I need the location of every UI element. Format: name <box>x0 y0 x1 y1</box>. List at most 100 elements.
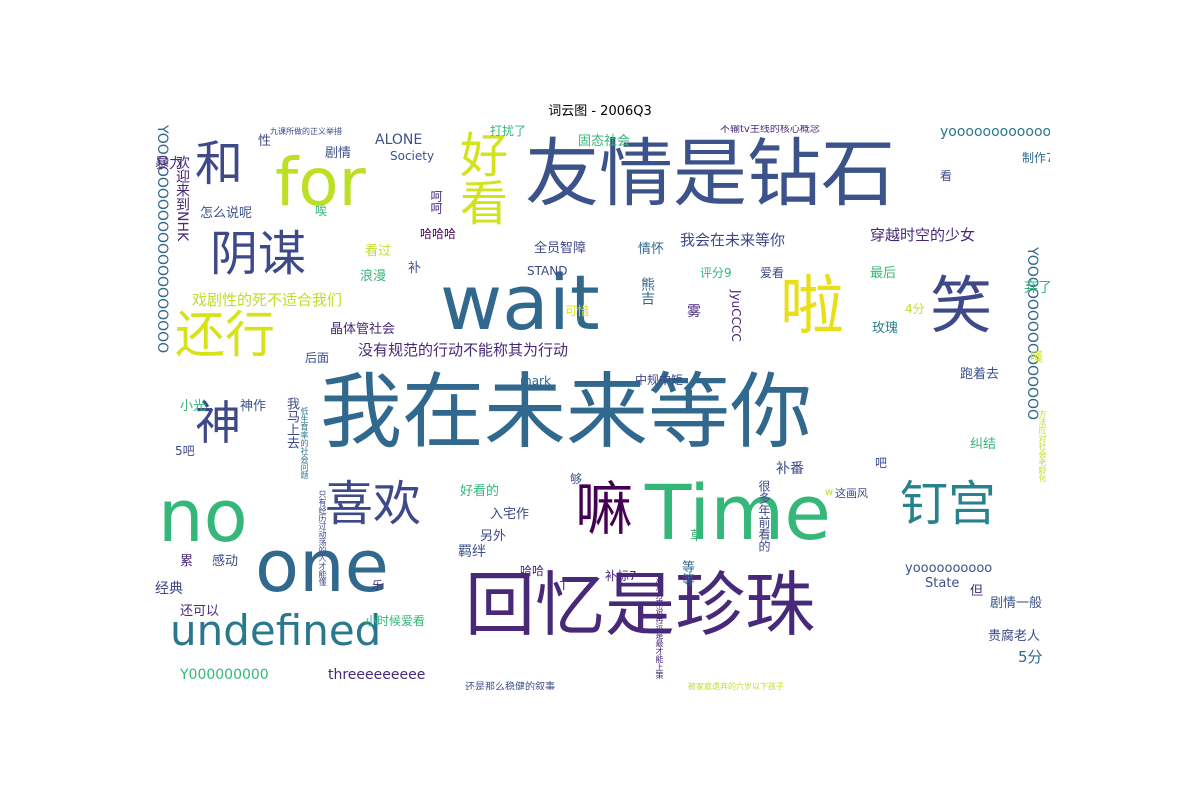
word-49: 全员智障 <box>534 241 587 256</box>
word-58: 熊吉 <box>639 277 655 305</box>
word-22: 戏剧性的死不适合我们 <box>192 291 343 309</box>
word-83: 入宅作 <box>490 507 530 522</box>
word-88: 累 <box>180 554 194 569</box>
word-47: 哈哈哈 <box>420 227 457 241</box>
word-65: 后面 <box>305 351 330 365</box>
word-48: 看过 <box>365 244 392 259</box>
word-60: 雾 <box>687 304 701 320</box>
word-40: 九课所做的正义举措 <box>270 127 342 136</box>
word-55: 爱看 <box>760 266 785 280</box>
word-61: JyuCCCC <box>729 290 743 342</box>
word-44: 看 <box>940 169 953 183</box>
word-90: 哈哈 <box>520 564 545 578</box>
word-52: 浪漫 <box>360 269 387 284</box>
chart-title: 词云图 - 2006Q3 <box>548 104 652 119</box>
word-43: 制作7 <box>1022 151 1050 165</box>
word-85: 羁绊 <box>458 544 486 560</box>
word-4: 回忆是珍珠 <box>465 564 815 646</box>
word-54: 评分9 <box>700 266 732 280</box>
word-106: 被家庭遗弃的六岁以下孩子 <box>688 682 784 691</box>
word-95: 补标7 <box>605 569 637 583</box>
word-100: 还可以 <box>180 604 220 619</box>
word-62: 4分 <box>905 302 925 316</box>
word-45: 唉 <box>315 204 328 218</box>
word-80: 补番 <box>776 461 804 477</box>
word-77: 纠结 <box>970 437 997 452</box>
word-42: 怎么说呢 <box>200 206 253 221</box>
word-73: 低生育率的社会问题 <box>300 407 309 479</box>
word-71: 神作 <box>240 399 267 414</box>
word-78: 好看的 <box>460 484 500 499</box>
word-56: 最后 <box>870 266 897 281</box>
word-20: 我会在未来等你 <box>680 231 786 249</box>
word-50: 情怀 <box>638 242 665 257</box>
word-81: 这画风 <box>835 487 868 500</box>
word-35: ALONE <box>375 132 423 148</box>
word-87: 只有经历过动荡的人才能懂 <box>318 490 327 586</box>
word-17: 神 <box>195 396 241 450</box>
word-37: 固态社会 <box>578 134 631 149</box>
word-101: 小时候爱看 <box>365 614 426 628</box>
word-46: 呵呵 <box>429 190 443 214</box>
word-5: one <box>255 524 389 608</box>
word-96: 等等 <box>679 560 694 586</box>
word-53: STAND <box>527 264 568 278</box>
word-2: wait <box>440 258 600 347</box>
word-25: YOOOOOOOOOOOOOOO <box>1024 247 1040 421</box>
word-69: 中规中矩 <box>635 373 684 387</box>
word-94: 乐 <box>372 579 383 592</box>
word-103: 贵腐老人 <box>988 629 1041 644</box>
word-16: 阴谋 <box>210 226 307 282</box>
word-36: Society <box>390 149 435 163</box>
word-64: 玫瑰 <box>872 321 899 336</box>
word-84: 另外 <box>480 529 507 544</box>
word-1: 友情是钻石 <box>525 131 895 217</box>
word-82: w <box>825 487 834 498</box>
word-0: 我在未来等你 <box>320 365 813 460</box>
word-8: 啦 <box>780 270 844 344</box>
word-102: 对双方来说再远是最才能上策 <box>655 575 664 679</box>
word-11: 喜欢 <box>325 476 422 532</box>
word-66: 嘆 <box>1027 350 1042 363</box>
word-93: T <box>560 579 568 593</box>
word-86: 很多年前看的 <box>757 480 771 552</box>
word-29: threeeeeeeee <box>328 667 426 683</box>
word-105: 还是那么稳健的叙事 <box>465 682 555 691</box>
word-76: 方法应对社会老龄化 <box>1038 410 1047 482</box>
word-30: 欢迎来到NHK <box>174 155 190 242</box>
word-38: 打扰了 <box>490 125 527 138</box>
word-75: 吧 <box>875 456 888 470</box>
word-39: 不输tv主线的核心概念 <box>720 125 820 135</box>
word-34: 剧情 <box>325 146 352 161</box>
word-15: 和 <box>195 136 244 192</box>
word-14: 好看 <box>451 130 507 226</box>
word-72: 我马上去 <box>284 397 299 449</box>
word-57: 弃了 <box>1024 280 1050 296</box>
word-59: 可惜 <box>565 304 590 318</box>
word-98: 但 <box>970 584 984 599</box>
word-74: 5吧 <box>175 444 195 458</box>
word-27: yoooooooooo <box>905 561 993 576</box>
word-6: no <box>158 474 248 558</box>
word-33: 暴力 <box>155 156 183 172</box>
word-41: 性 <box>258 134 272 149</box>
word-9: 笑 <box>930 269 993 342</box>
word-79: 够 <box>570 472 583 486</box>
word-91: 草 <box>690 529 704 544</box>
word-10: 嘛 <box>575 475 634 543</box>
word-89: 感动 <box>212 554 239 569</box>
word-24: YOOOOOOOOOOOOOOOOOOOO <box>154 125 170 354</box>
word-104: 5分 <box>1018 648 1043 666</box>
word-12: 钉宫 <box>900 476 997 532</box>
word-7: for <box>275 144 366 221</box>
word-19: 穿越时空的少女 <box>870 226 976 244</box>
word-3: Time <box>645 468 831 557</box>
word-51: 补 <box>408 261 422 276</box>
word-92: 经典 <box>155 581 183 597</box>
word-97: State <box>925 576 960 591</box>
word-99: 剧情一般 <box>990 596 1043 611</box>
word-26: yoooooooooooo <box>940 125 1050 140</box>
word-18: undefined <box>170 606 382 655</box>
word-21: 没有规范的行动不能称其为行动 <box>358 341 569 359</box>
word-13: 还行 <box>175 306 275 364</box>
